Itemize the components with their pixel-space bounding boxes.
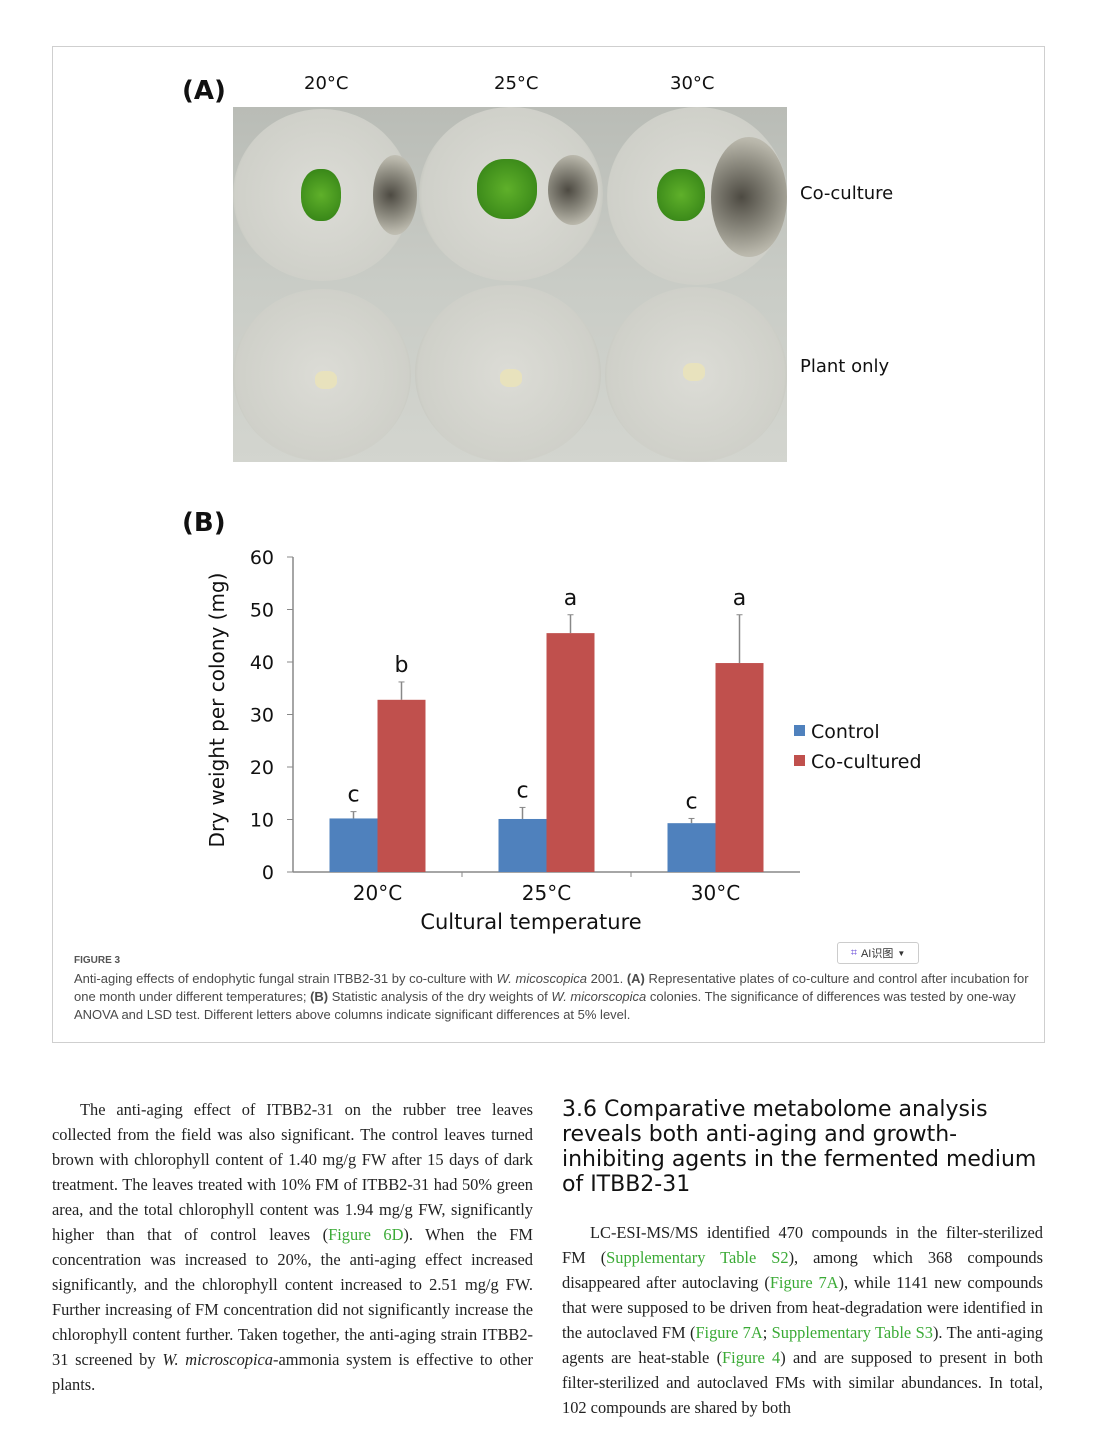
y-tick-label: 10 — [250, 810, 274, 832]
x-tick-label: 25°C — [522, 881, 571, 905]
paragraph-text: ), among which 368 compounds disappeared… — [562, 1248, 1044, 1292]
panel-b-label: (B) — [182, 508, 226, 538]
bar-control — [667, 823, 716, 872]
legend-label: Control — [811, 721, 880, 743]
paragraph-text: ). When the FM concentration was increas… — [52, 1225, 533, 1369]
figure-label: FIGURE 3 — [74, 955, 121, 966]
row-label: Plant only — [800, 356, 890, 377]
caption-text: Representative plates of co-culture and … — [74, 971, 1029, 1004]
bar-co-cultured — [546, 633, 595, 872]
significance-letter: c — [347, 783, 359, 808]
caption-text: colonies. The significance of difference… — [74, 989, 1016, 1022]
figure-frame — [52, 46, 1045, 1043]
paragraph-text: ; — [762, 1323, 772, 1342]
x-axis-title: Cultural temperature — [420, 910, 641, 934]
y-tick-label: 20 — [250, 757, 274, 779]
petri-dish-photo — [233, 107, 787, 462]
temp-label: 25°C — [494, 73, 539, 94]
y-tick-label: 60 — [250, 547, 274, 569]
section-heading: 3.6 Comparative metabolome analysis reve… — [562, 1097, 1037, 1197]
significance-letter: c — [685, 789, 697, 814]
figure-link[interactable]: Figure 4 — [722, 1348, 781, 1367]
significance-letter: c — [516, 778, 528, 803]
paragraph-text: ). The anti-aging agents are heat-stable… — [562, 1323, 1043, 1367]
table-link[interactable]: Supplementary Table S2 — [606, 1248, 789, 1267]
figure-link[interactable]: Figure 7A — [769, 1273, 839, 1292]
figure-link[interactable]: Figure 7A — [695, 1323, 763, 1342]
y-tick-label: 30 — [250, 705, 274, 727]
y-axis-title: Dry weight per colony (mg) — [205, 573, 229, 848]
temp-label: 30°C — [670, 73, 715, 94]
caption-text: Statistic analysis of the dry weights of — [328, 989, 552, 1004]
legend-label: Co-cultured — [811, 751, 922, 773]
caption-panel-ref: (B) — [310, 989, 329, 1004]
chevron-down-icon: ▼ — [897, 948, 906, 958]
x-tick-label: 20°C — [353, 881, 402, 905]
y-tick-label: 50 — [250, 600, 274, 622]
y-tick-label: 0 — [262, 862, 274, 884]
caption-text: Anti-aging effects of endophytic fungal … — [74, 971, 497, 986]
bar-control — [498, 818, 547, 872]
bar-chart: 0 10 20 30 40 50 60 20°C c b 25°C c a 30°C c a Cultural … — [205, 547, 922, 934]
y-tick-label: 40 — [250, 652, 274, 674]
significance-letter: a — [733, 586, 746, 611]
paragraph-text: ), while 1141 new compounds that were su… — [562, 1273, 1043, 1342]
body-right-column: LC-ESI-MS/MS identified 470 compounds in… — [562, 1220, 1043, 1420]
scan-icon: ⌗ — [850, 946, 857, 959]
caption-text: 2001. — [587, 971, 627, 986]
figure-link[interactable]: Figure 6D — [328, 1225, 404, 1244]
bar-control — [329, 818, 378, 872]
paragraph-text: LC-ESI-MS/MS identified 470 compounds in… — [562, 1223, 1043, 1267]
row-label: Co-culture — [800, 183, 894, 204]
species-name: W. microscopica — [162, 1350, 273, 1369]
paragraph-text: ) and are supposed to present in both fi… — [562, 1348, 1044, 1417]
temp-label: 20°C — [304, 73, 349, 94]
legend-swatch — [794, 725, 805, 736]
paragraph-text: -ammonia system is effective to other pl… — [52, 1350, 534, 1394]
caption-species: W. micorscopica — [551, 989, 647, 1004]
figure-caption: FIGURE 3 Anti-aging effects of endophyti… — [74, 952, 1029, 1024]
body-left-column: The anti-aging effect of ITBB2-31 on the… — [52, 1097, 533, 1397]
significance-letter: b — [395, 653, 409, 678]
caption-species: W. micoscopica — [496, 971, 588, 986]
ai-button-label: AI识图 — [860, 948, 894, 960]
bar-co-cultured — [377, 699, 426, 872]
bar-co-cultured — [715, 663, 764, 872]
x-tick-label: 30°C — [691, 881, 740, 905]
table-link[interactable]: Supplementary Table S3 — [771, 1323, 933, 1342]
legend-swatch — [794, 755, 805, 766]
significance-letter: a — [564, 586, 577, 611]
ai-image-recognition-button[interactable]: ⌗ AI识图 ▼ — [837, 942, 919, 964]
paragraph-text: The anti-aging effect of ITBB2-31 on the… — [52, 1100, 533, 1244]
panel-a-label: (A) — [182, 76, 226, 106]
caption-panel-ref: (A) — [626, 971, 645, 986]
